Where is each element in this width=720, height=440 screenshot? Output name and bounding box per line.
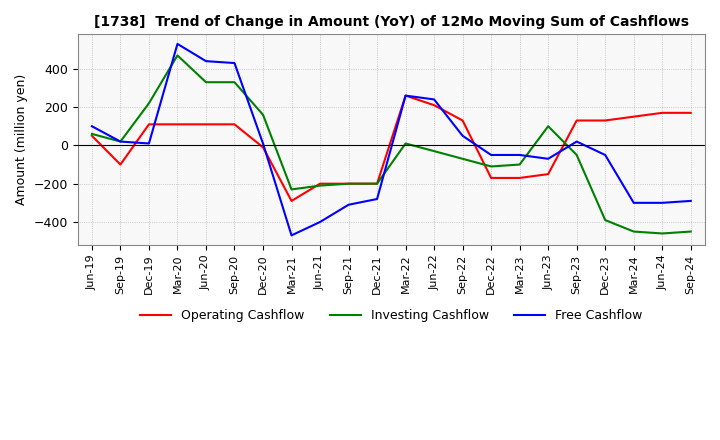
- Investing Cashflow: [315, 183, 324, 188]
- Operating Cashflow: [601, 118, 610, 123]
- Operating Cashflow: [173, 122, 181, 127]
- Line: Operating Cashflow: Operating Cashflow: [92, 95, 690, 201]
- Free Cashflow: [230, 60, 239, 66]
- Operating Cashflow: [287, 198, 296, 204]
- Operating Cashflow: [516, 175, 524, 180]
- Investing Cashflow: [230, 80, 239, 85]
- Free Cashflow: [258, 141, 267, 146]
- Investing Cashflow: [258, 112, 267, 117]
- Investing Cashflow: [344, 181, 353, 186]
- Free Cashflow: [116, 139, 125, 144]
- Operating Cashflow: [401, 93, 410, 98]
- Investing Cashflow: [430, 148, 438, 154]
- Investing Cashflow: [516, 162, 524, 167]
- Operating Cashflow: [344, 181, 353, 186]
- Free Cashflow: [88, 124, 96, 129]
- Operating Cashflow: [258, 145, 267, 150]
- Y-axis label: Amount (million yen): Amount (million yen): [15, 74, 28, 205]
- Free Cashflow: [658, 200, 667, 205]
- Operating Cashflow: [430, 103, 438, 108]
- Free Cashflow: [315, 219, 324, 224]
- Investing Cashflow: [88, 131, 96, 136]
- Operating Cashflow: [230, 122, 239, 127]
- Operating Cashflow: [487, 175, 495, 180]
- Investing Cashflow: [459, 156, 467, 161]
- Investing Cashflow: [145, 101, 153, 106]
- Operating Cashflow: [658, 110, 667, 115]
- Operating Cashflow: [572, 118, 581, 123]
- Operating Cashflow: [145, 122, 153, 127]
- Operating Cashflow: [88, 133, 96, 139]
- Operating Cashflow: [459, 118, 467, 123]
- Free Cashflow: [344, 202, 353, 207]
- Free Cashflow: [173, 41, 181, 47]
- Title: [1738]  Trend of Change in Amount (YoY) of 12Mo Moving Sum of Cashflows: [1738] Trend of Change in Amount (YoY) o…: [94, 15, 689, 29]
- Free Cashflow: [629, 200, 638, 205]
- Free Cashflow: [487, 152, 495, 158]
- Free Cashflow: [516, 152, 524, 158]
- Investing Cashflow: [401, 141, 410, 146]
- Investing Cashflow: [601, 217, 610, 223]
- Investing Cashflow: [373, 181, 382, 186]
- Operating Cashflow: [116, 162, 125, 167]
- Free Cashflow: [572, 139, 581, 144]
- Operating Cashflow: [686, 110, 695, 115]
- Investing Cashflow: [629, 229, 638, 234]
- Free Cashflow: [145, 141, 153, 146]
- Investing Cashflow: [658, 231, 667, 236]
- Investing Cashflow: [572, 152, 581, 158]
- Free Cashflow: [287, 233, 296, 238]
- Investing Cashflow: [173, 53, 181, 58]
- Line: Free Cashflow: Free Cashflow: [92, 44, 690, 235]
- Free Cashflow: [601, 152, 610, 158]
- Operating Cashflow: [315, 181, 324, 186]
- Operating Cashflow: [202, 122, 210, 127]
- Investing Cashflow: [202, 80, 210, 85]
- Investing Cashflow: [287, 187, 296, 192]
- Investing Cashflow: [544, 124, 552, 129]
- Operating Cashflow: [629, 114, 638, 119]
- Free Cashflow: [202, 59, 210, 64]
- Free Cashflow: [430, 97, 438, 102]
- Investing Cashflow: [116, 139, 125, 144]
- Free Cashflow: [401, 93, 410, 98]
- Investing Cashflow: [686, 229, 695, 234]
- Operating Cashflow: [373, 181, 382, 186]
- Line: Investing Cashflow: Investing Cashflow: [92, 55, 690, 234]
- Free Cashflow: [373, 196, 382, 202]
- Legend: Operating Cashflow, Investing Cashflow, Free Cashflow: Operating Cashflow, Investing Cashflow, …: [135, 304, 647, 327]
- Operating Cashflow: [544, 172, 552, 177]
- Investing Cashflow: [487, 164, 495, 169]
- Free Cashflow: [544, 156, 552, 161]
- Free Cashflow: [686, 198, 695, 204]
- Free Cashflow: [459, 133, 467, 139]
